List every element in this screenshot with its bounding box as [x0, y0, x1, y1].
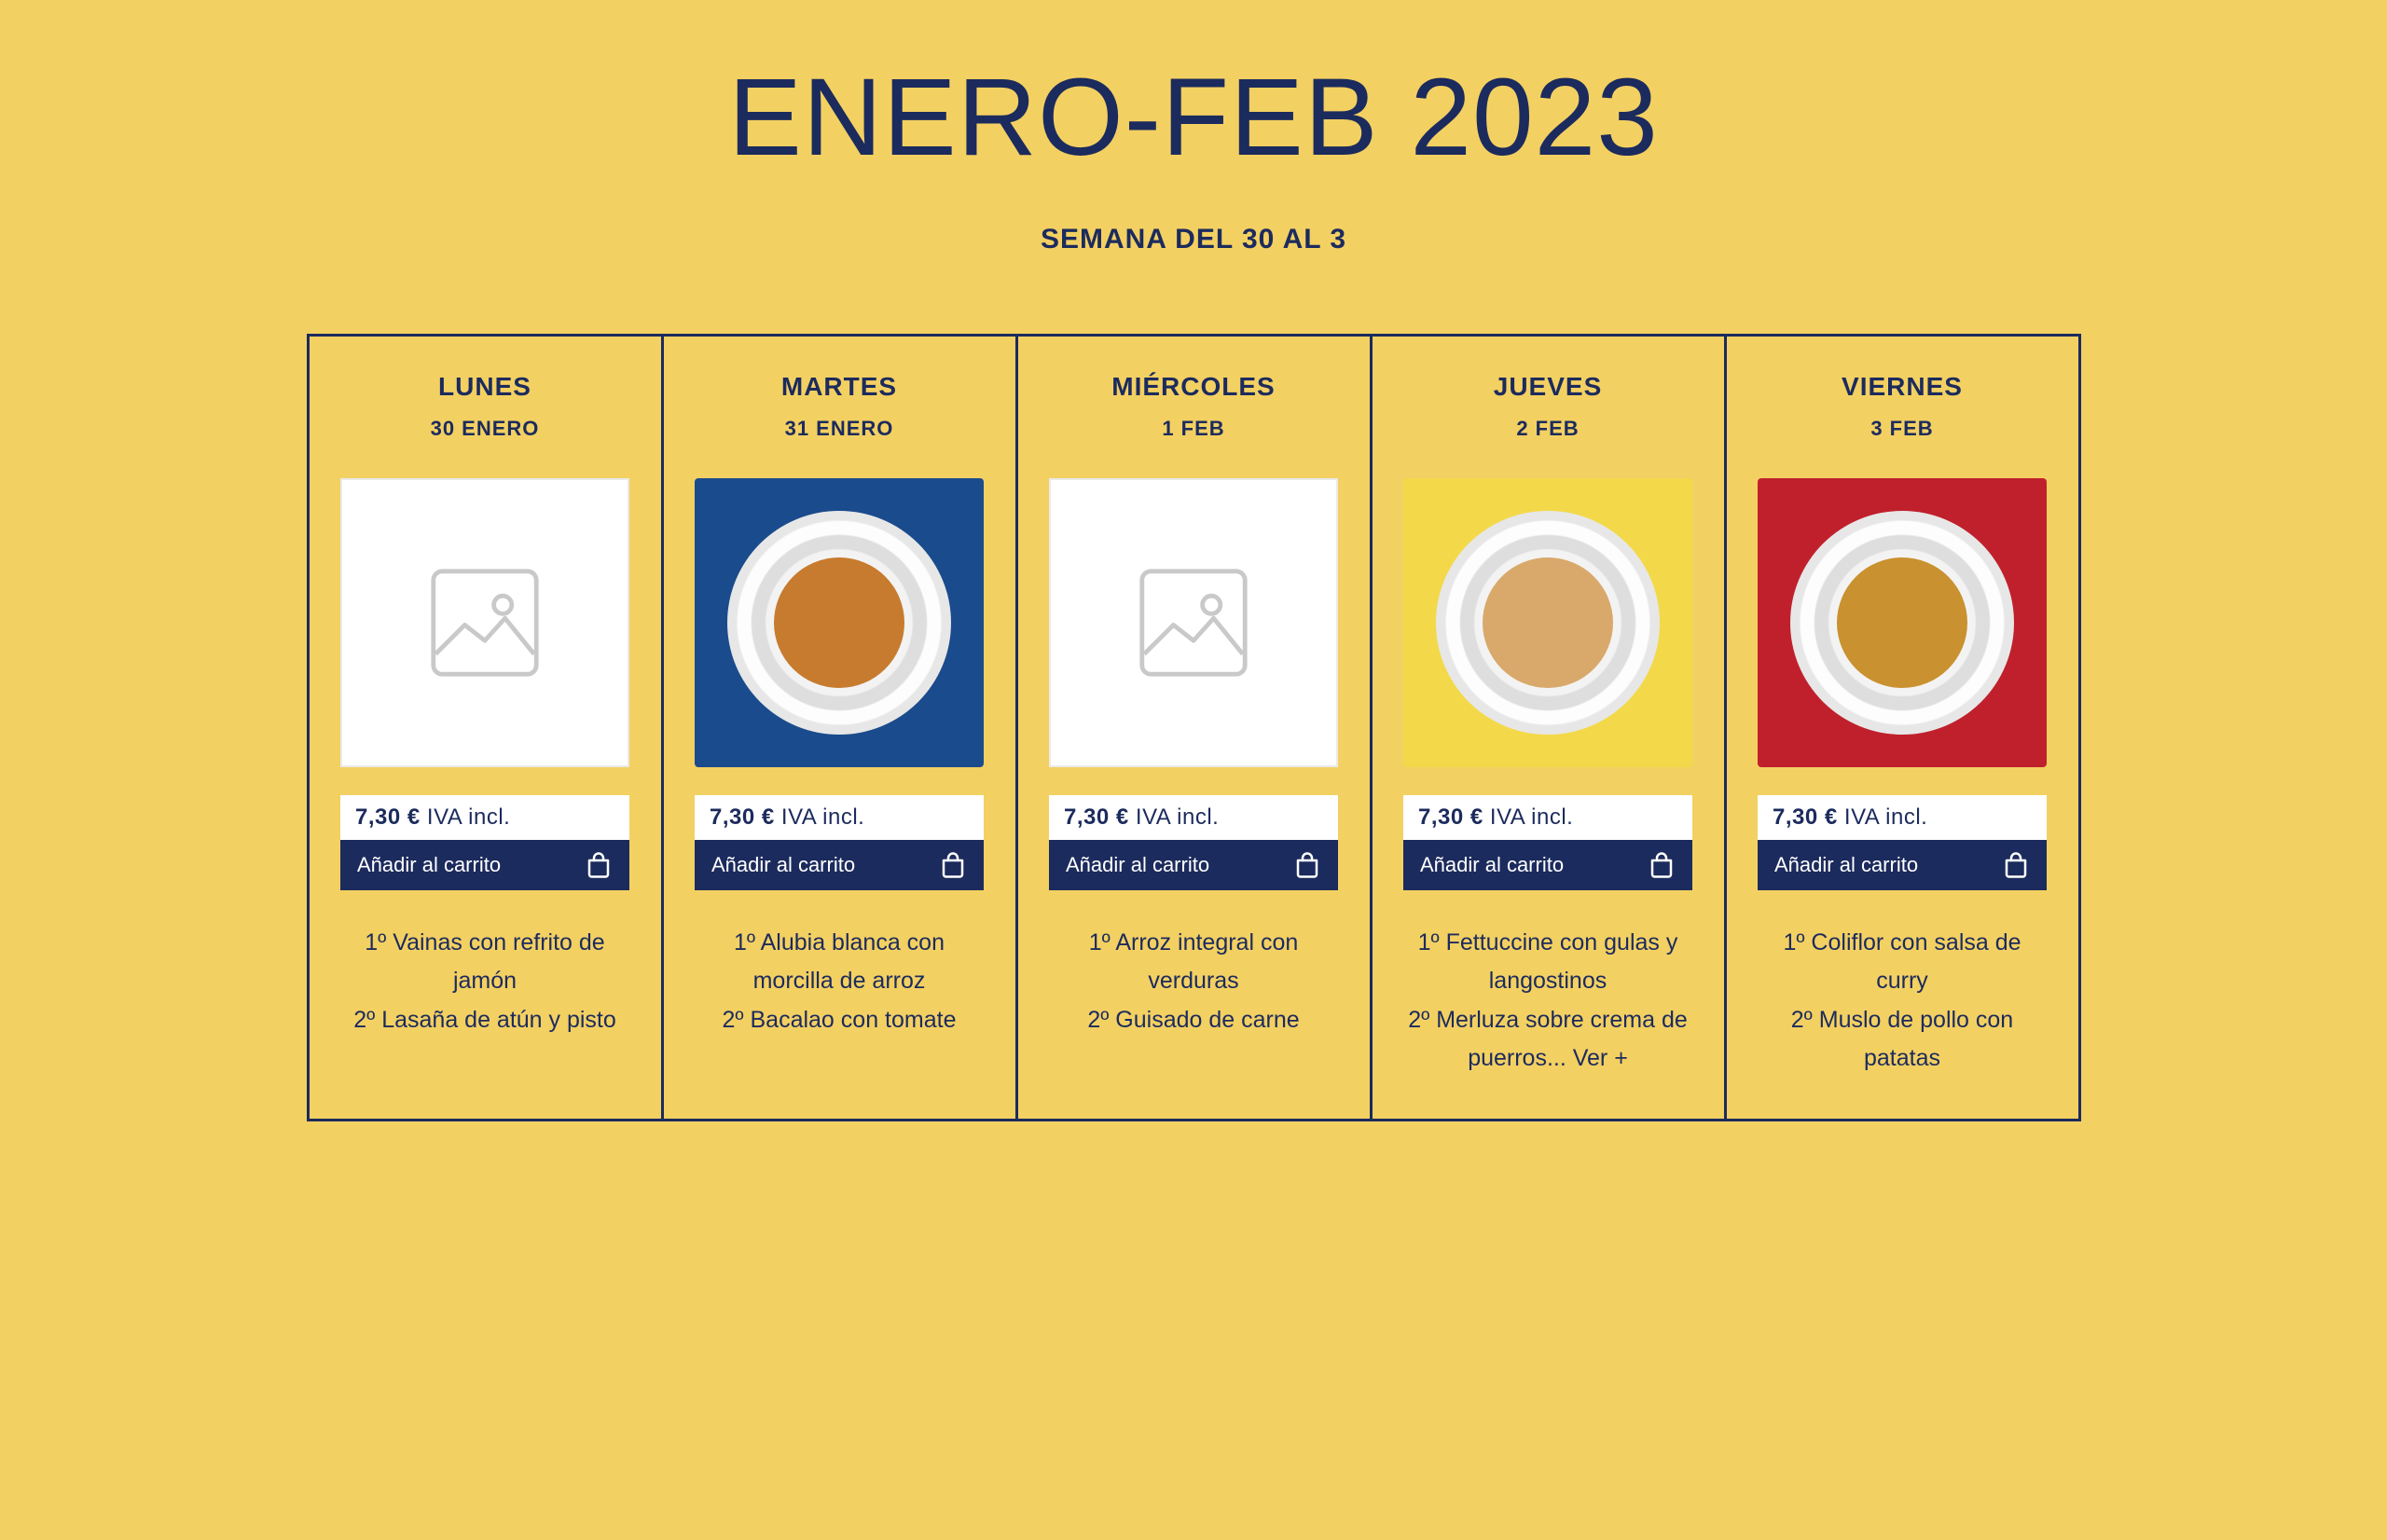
add-to-cart-button[interactable]: Añadir al carrito [340, 840, 629, 890]
add-to-cart-label: Añadir al carrito [711, 853, 855, 877]
day-date: 1 FEB [1162, 417, 1224, 441]
menu-text: 1º Coliflor con salsa de curry2º Muslo d… [1758, 924, 2047, 1078]
price-row: 7,30 € IVA incl. [1758, 795, 2047, 840]
price-suffix: IVA incl. [1136, 804, 1219, 830]
price-value: 7,30 € [1773, 804, 1838, 830]
day-name: VIERNES [1842, 372, 1963, 402]
dish-image [1758, 478, 2047, 767]
price-row: 7,30 € IVA incl. [695, 795, 984, 840]
add-to-cart-label: Añadir al carrito [1066, 853, 1209, 877]
menu-text: 1º Fettuccine con gulas y langostinos2º … [1403, 924, 1692, 1078]
image-placeholder-icon [1049, 478, 1338, 767]
shopping-bag-icon [585, 851, 613, 879]
day-column: MIÉRCOLES 1 FEB 7,30 € IVA incl. Añadir … [1018, 337, 1373, 1119]
day-date: 3 FEB [1870, 417, 1933, 441]
week-grid: LUNES 30 ENERO 7,30 € IVA incl. Añadir a… [307, 334, 2081, 1121]
price-row: 7,30 € IVA incl. [1403, 795, 1692, 840]
day-column: LUNES 30 ENERO 7,30 € IVA incl. Añadir a… [310, 337, 664, 1119]
price-suffix: IVA incl. [427, 804, 510, 830]
day-column: JUEVES 2 FEB 7,30 € IVA incl. Añadir al … [1373, 337, 1727, 1119]
day-name: MIÉRCOLES [1111, 372, 1275, 402]
price-value: 7,30 € [1064, 804, 1129, 830]
dish-image-box[interactable] [340, 478, 629, 767]
price-value: 7,30 € [710, 804, 775, 830]
dish-image [1403, 478, 1692, 767]
day-name: MARTES [781, 372, 897, 402]
add-to-cart-button[interactable]: Añadir al carrito [1403, 840, 1692, 890]
shopping-bag-icon [1293, 851, 1321, 879]
dish-image-box[interactable] [1758, 478, 2047, 767]
price-row: 7,30 € IVA incl. [340, 795, 629, 840]
price-suffix: IVA incl. [1490, 804, 1573, 830]
add-to-cart-label: Añadir al carrito [357, 853, 501, 877]
dish-image-box[interactable] [1049, 478, 1338, 767]
shopping-bag-icon [1648, 851, 1676, 879]
day-date: 31 ENERO [785, 417, 894, 441]
menu-text: 1º Alubia blanca con morcilla de arroz2º… [695, 924, 984, 1039]
add-to-cart-button[interactable]: Añadir al carrito [695, 840, 984, 890]
image-placeholder-icon [340, 478, 629, 767]
day-name: LUNES [438, 372, 531, 402]
week-subtitle: SEMANA DEL 30 AL 3 [1041, 224, 1346, 255]
add-to-cart-label: Añadir al carrito [1774, 853, 1918, 877]
page-title: ENERO-FEB 2023 [728, 54, 1659, 181]
dish-image-box[interactable] [1403, 478, 1692, 767]
day-column: MARTES 31 ENERO 7,30 € IVA incl. Añadir … [664, 337, 1018, 1119]
shopping-bag-icon [939, 851, 967, 879]
price-value: 7,30 € [355, 804, 421, 830]
price-row: 7,30 € IVA incl. [1049, 795, 1338, 840]
add-to-cart-button[interactable]: Añadir al carrito [1049, 840, 1338, 890]
add-to-cart-label: Añadir al carrito [1420, 853, 1564, 877]
day-column: VIERNES 3 FEB 7,30 € IVA incl. Añadir al… [1727, 337, 2081, 1119]
menu-text: 1º Arroz integral con verduras2º Guisado… [1049, 924, 1338, 1039]
dish-image-box[interactable] [695, 478, 984, 767]
price-suffix: IVA incl. [781, 804, 864, 830]
price-suffix: IVA incl. [1844, 804, 1927, 830]
day-date: 30 ENERO [431, 417, 540, 441]
dish-image [695, 478, 984, 767]
shopping-bag-icon [2002, 851, 2030, 879]
add-to-cart-button[interactable]: Añadir al carrito [1758, 840, 2047, 890]
day-name: JUEVES [1494, 372, 1603, 402]
day-date: 2 FEB [1516, 417, 1579, 441]
price-value: 7,30 € [1418, 804, 1483, 830]
menu-text: 1º Vainas con refrito de jamón2º Lasaña … [340, 924, 629, 1039]
